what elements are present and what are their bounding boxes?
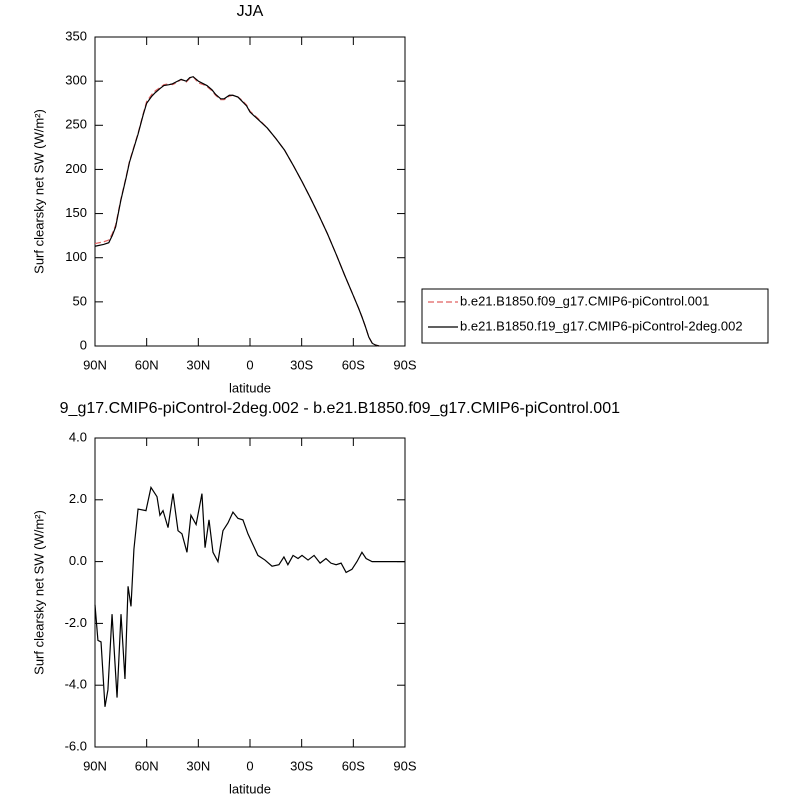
y-tick-label: 150 [65, 205, 87, 220]
x-tick-label: 60N [135, 758, 159, 773]
x-tick-label: 60N [135, 357, 159, 372]
x-tick-label: 60S [342, 357, 365, 372]
y-axis-label: Surf clearsky net SW (W/m²) [31, 109, 46, 274]
chart-title: JJA [237, 3, 264, 20]
x-tick-label: 30N [186, 758, 210, 773]
x-tick-label: 0 [246, 357, 253, 372]
y-axis-label: Surf clearsky net SW (W/m²) [31, 510, 46, 675]
y-tick-label: 100 [65, 249, 87, 264]
y-tick-label: 250 [65, 117, 87, 132]
x-tick-label: 30N [186, 357, 210, 372]
y-tick-label: 350 [65, 28, 87, 43]
x-tick-label: 90N [83, 357, 107, 372]
x-tick-label: 90S [393, 357, 416, 372]
data-line [94, 76, 380, 347]
x-axis-label: latitude [229, 380, 271, 395]
x-tick-label: 60S [342, 758, 365, 773]
data-line [94, 75, 380, 347]
y-tick-label: -6.0 [65, 738, 87, 753]
x-tick-label: 90S [393, 758, 416, 773]
x-tick-label: 0 [246, 758, 253, 773]
legend-box [421, 288, 769, 344]
y-tick-label: -4.0 [65, 677, 87, 692]
chart-title: 9_g17.CMIP6-piControl-2deg.002 - b.e21.B… [60, 400, 620, 417]
x-axis-label: latitude [229, 781, 271, 796]
y-tick-label: 0.0 [69, 553, 87, 568]
y-tick-label: 2.0 [69, 491, 87, 506]
x-tick-label: 30S [290, 357, 313, 372]
y-tick-label: 300 [65, 73, 87, 88]
y-tick-label: 4.0 [69, 429, 87, 444]
y-tick-label: 50 [73, 293, 87, 308]
legend-label: b.e21.B1850.f19_g17.CMIP6-piControl-2deg… [460, 318, 743, 333]
y-tick-label: 0 [80, 337, 87, 352]
x-tick-label: 90N [83, 758, 107, 773]
plot-frame [94, 437, 406, 748]
x-tick-label: 30S [290, 758, 313, 773]
y-tick-label: -2.0 [65, 615, 87, 630]
plot-frame [94, 36, 406, 347]
y-tick-label: 200 [65, 161, 87, 176]
data-line [94, 485, 405, 707]
legend-label: b.e21.B1850.f09_g17.CMIP6-piControl.001 [460, 293, 709, 308]
